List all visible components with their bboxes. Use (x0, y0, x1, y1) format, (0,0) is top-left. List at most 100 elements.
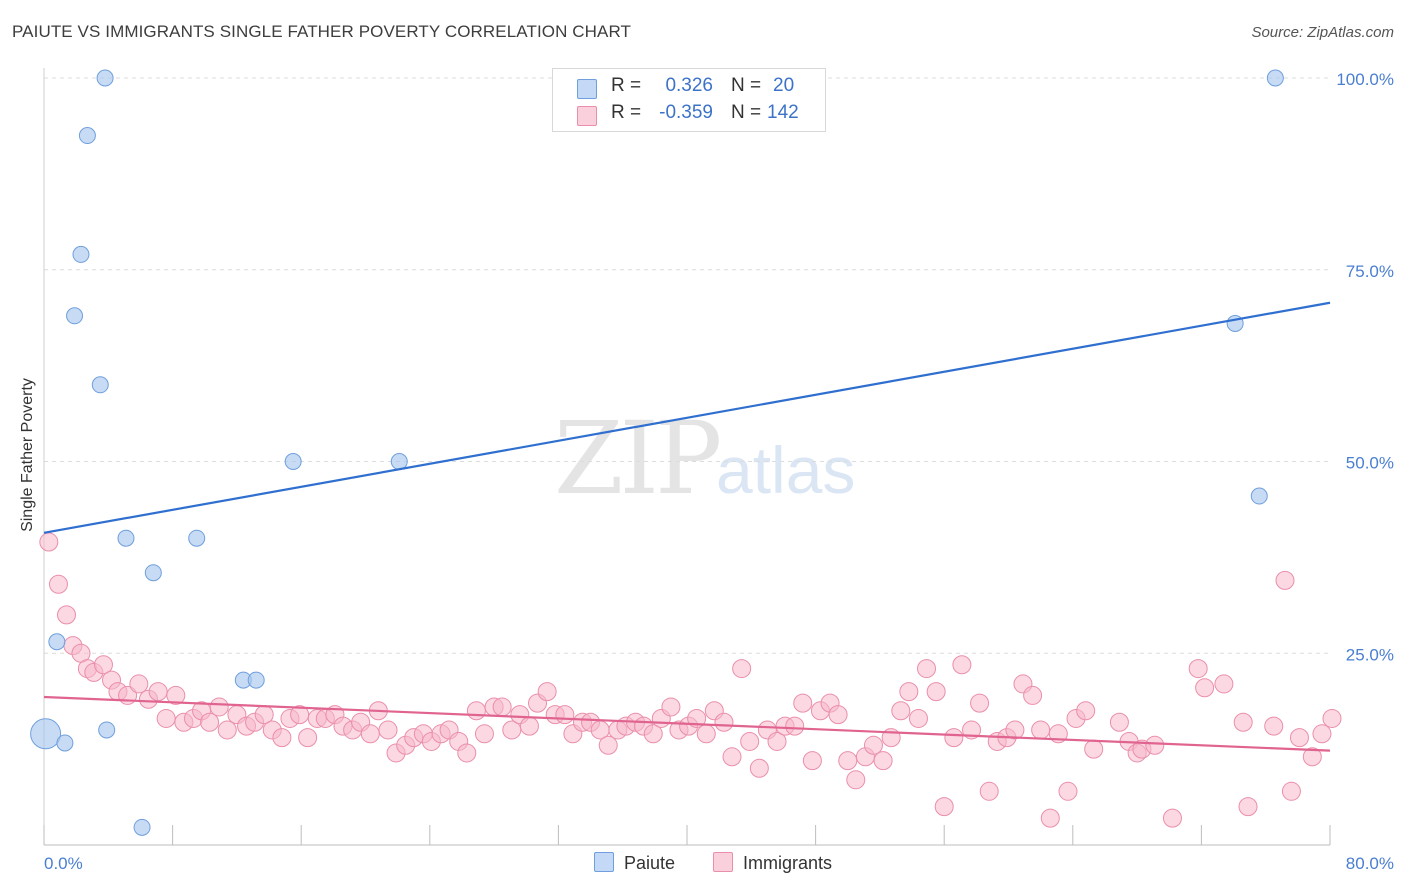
immigrants-point (944, 728, 964, 748)
immigrants-point (1281, 781, 1301, 801)
immigrants-point (1084, 739, 1104, 759)
source-credit: Source: ZipAtlas.com (1251, 24, 1394, 41)
y-axis-label: Single Father Poverty (19, 378, 36, 532)
immigrants-point (1289, 728, 1309, 748)
immigrants-point (863, 735, 883, 755)
immigrants-point (209, 697, 229, 717)
paiute-trend-line (43, 301, 1331, 534)
correlation-legend: R = 0.326 N = 20 R = -0.359 N = 142 (552, 68, 826, 132)
immigrants-point (1238, 797, 1258, 817)
immigrants-point (1162, 808, 1182, 828)
legend-row-immigrants: R = -0.359 N = 142 (553, 102, 825, 128)
immigrants-point (555, 705, 575, 725)
paiute-point (30, 718, 62, 750)
immigrants-point (129, 674, 149, 694)
paiute-point (144, 564, 162, 582)
immigrants-point (767, 731, 787, 751)
immigrants-point (272, 728, 292, 748)
bottom-legend-label-paiute: Paiute (624, 853, 676, 873)
immigrants-point (793, 693, 813, 713)
immigrants-point (846, 770, 866, 790)
immigrants-point (926, 682, 946, 702)
immigrants-point (838, 751, 858, 771)
paiute-point (284, 453, 302, 470)
immigrants-point (714, 712, 734, 732)
immigrants-point (917, 659, 937, 679)
immigrants-point (1302, 747, 1322, 767)
immigrants-point (1023, 685, 1043, 705)
immigrants-point (696, 724, 716, 744)
paiute-point (56, 734, 74, 752)
immigrants-point (749, 758, 769, 778)
immigrants-point (474, 724, 494, 744)
immigrants-point (39, 532, 59, 552)
immigrants-point (298, 728, 318, 748)
immigrants-point (785, 716, 805, 736)
paiute-point (188, 529, 206, 547)
legend-r-label: R = (611, 102, 642, 123)
x-tick-label: 0.0% (44, 854, 83, 873)
watermark-atlas: atlas (716, 433, 856, 507)
immigrants-point (148, 682, 168, 702)
bottom-legend-paiute: Paiute (594, 852, 675, 874)
chart-title: PAIUTE VS IMMIGRANTS SINGLE FATHER POVER… (12, 22, 632, 41)
immigrants-point (360, 724, 380, 744)
paiute-point (78, 127, 96, 145)
legend-n-value: 142 (767, 102, 799, 123)
immigrants-point (457, 743, 477, 763)
immigrants-point (217, 720, 237, 740)
immigrants-point (166, 685, 186, 705)
bottom-legend-immigrants: Immigrants (713, 852, 832, 874)
paiute-point (133, 818, 151, 836)
immigrants-point (891, 701, 911, 721)
bottom-swatch-paiute (594, 852, 614, 872)
immigrants-point (1145, 735, 1165, 755)
immigrants-point (908, 708, 928, 728)
immigrants-point (93, 655, 113, 675)
paiute-point (247, 671, 265, 689)
immigrants-point (57, 605, 77, 625)
immigrants-trend-line (43, 695, 1331, 752)
immigrants-point (1195, 678, 1215, 698)
immigrants-point (48, 574, 68, 594)
immigrants-point (1264, 716, 1284, 736)
legend-swatch-immigrants (577, 106, 597, 126)
immigrants-point (1214, 674, 1234, 694)
legend-n-value: 20 (773, 75, 795, 96)
immigrants-point (979, 781, 999, 801)
immigrants-point (200, 712, 220, 732)
bottom-swatch-immigrants (713, 852, 733, 872)
immigrants-point (1322, 708, 1342, 728)
immigrants-point (802, 751, 822, 771)
immigrants-point (828, 705, 848, 725)
immigrants-point (643, 724, 663, 744)
y-tick-label: 75.0% (1346, 262, 1394, 281)
immigrants-point (1031, 720, 1051, 740)
x-tick-label: 80.0% (1346, 854, 1394, 873)
immigrants-point (1076, 701, 1096, 721)
immigrants-point (934, 797, 954, 817)
y-tick-label: 25.0% (1346, 645, 1394, 664)
immigrants-point (873, 751, 893, 771)
immigrants-point (156, 708, 176, 728)
immigrants-point (1233, 712, 1253, 732)
paiute-point (48, 633, 66, 651)
y-tick-label: 100.0% (1336, 70, 1394, 89)
watermark-zip: ZIP (554, 400, 722, 517)
immigrants-point (740, 731, 760, 751)
paiute-point (72, 245, 90, 263)
paiute-point (96, 69, 114, 87)
immigrants-point (1058, 781, 1078, 801)
paiute-point (390, 453, 408, 470)
legend-n-label: N = (731, 75, 762, 96)
paiute-point (1266, 69, 1284, 87)
legend-n-label: N = (731, 102, 762, 123)
immigrants-point (519, 716, 539, 736)
legend-r-value: -0.359 (659, 102, 713, 123)
legend-r-label: R = (611, 75, 642, 96)
paiute-point (1250, 487, 1268, 505)
immigrants-point (899, 682, 919, 702)
immigrants-point (970, 693, 990, 713)
paiute-point (91, 376, 109, 394)
